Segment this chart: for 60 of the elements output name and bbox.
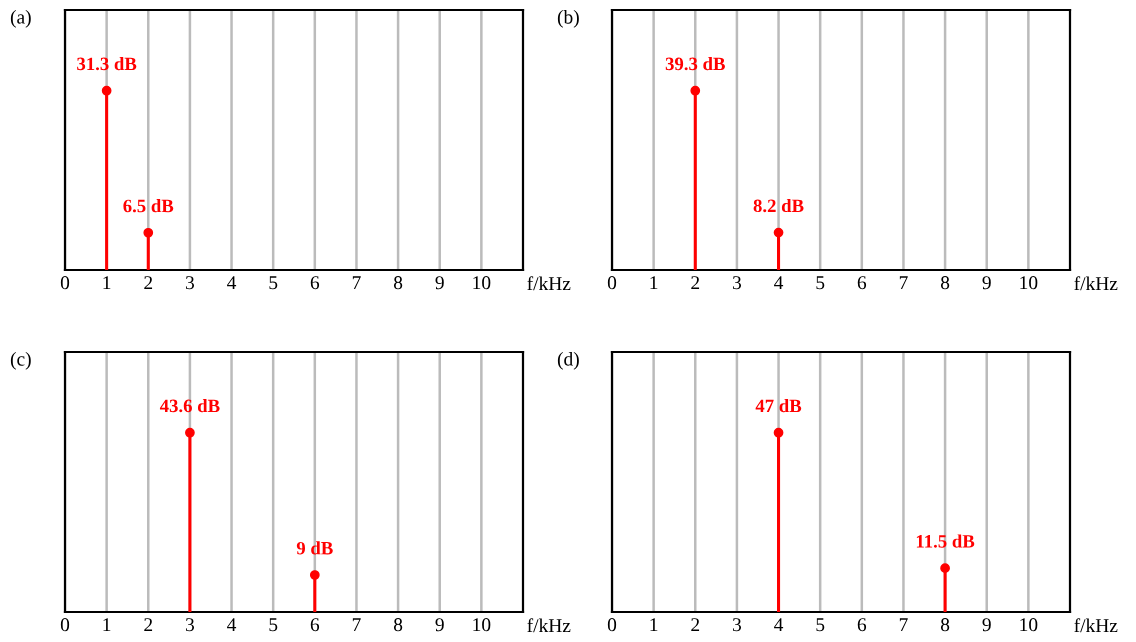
x-tick-label: 2	[144, 618, 153, 632]
x-axis-title: f/kHz	[527, 276, 571, 291]
x-tick-label: 4	[227, 276, 237, 290]
x-tick-label: 0	[60, 618, 70, 632]
x-tick-label: 1	[103, 618, 111, 632]
x-tick-label: 7	[352, 618, 361, 632]
data-label: 9 dB	[296, 541, 333, 555]
x-tick-label: 3	[185, 618, 195, 632]
x-tick-label: 2	[691, 618, 700, 632]
x-tick-label: 4	[774, 276, 784, 290]
x-tick-label: 5	[816, 276, 825, 290]
x-axis-title: f/kHz	[1074, 618, 1118, 633]
x-tick-label: 4	[227, 618, 237, 632]
x-axis-title: f/kHz	[1074, 276, 1118, 291]
x-tick-label: 6	[310, 618, 320, 632]
chart-title: (c)	[10, 352, 31, 370]
x-tick-label: 5	[816, 618, 825, 632]
data-label: 31.3 dB	[77, 57, 137, 71]
x-tick-label: 9	[982, 618, 991, 632]
chart-title: (b)	[557, 10, 579, 28]
x-tick-label: 3	[732, 618, 742, 632]
chart-title: (d)	[557, 352, 579, 370]
x-tick-label: 0	[607, 618, 617, 632]
x-tick-label: 8	[940, 618, 950, 632]
x-tick-label: 8	[940, 276, 950, 290]
x-tick-label: 0	[60, 276, 70, 290]
x-tick-label: 5	[269, 618, 278, 632]
x-axis-title: f/kHz	[527, 618, 571, 633]
x-tick-label: 7	[899, 276, 908, 290]
data-label: 43.6 dB	[159, 399, 220, 413]
chart-title: (a)	[10, 10, 31, 28]
x-tick-label: 10	[1020, 618, 1038, 632]
x-tick-label: 2	[691, 276, 700, 290]
x-tick-label: 5	[269, 276, 278, 290]
x-tick-label: 10	[1020, 276, 1038, 290]
x-tick-label: 9	[982, 276, 991, 290]
x-tick-label: 0	[607, 276, 617, 290]
x-tick-label: 8	[393, 618, 403, 632]
x-tick-label: 7	[352, 276, 361, 290]
x-tick-label: 1	[650, 276, 658, 290]
x-tick-label: 4	[774, 618, 784, 632]
data-label: 11.5 dB	[916, 534, 975, 548]
data-label: 8.2 dB	[753, 198, 804, 213]
x-tick-label: 7	[899, 618, 908, 632]
x-tick-label: 1	[103, 276, 111, 290]
x-tick-label: 3	[732, 276, 742, 290]
data-label: 47 dB	[755, 399, 802, 413]
x-tick-label: 10	[473, 276, 491, 290]
x-tick-label: 1	[650, 618, 658, 632]
x-tick-label: 9	[435, 618, 444, 632]
x-tick-label: 6	[857, 618, 867, 632]
x-tick-label: 10	[473, 618, 491, 632]
x-tick-label: 6	[310, 276, 320, 290]
x-tick-label: 8	[393, 276, 403, 290]
data-label: 39.3 dB	[665, 57, 725, 71]
x-tick-label: 3	[185, 276, 195, 290]
x-tick-label: 9	[435, 276, 444, 290]
x-tick-label: 2	[144, 276, 153, 290]
data-label: 6.5 dB	[123, 199, 174, 213]
x-tick-label: 6	[857, 276, 867, 290]
